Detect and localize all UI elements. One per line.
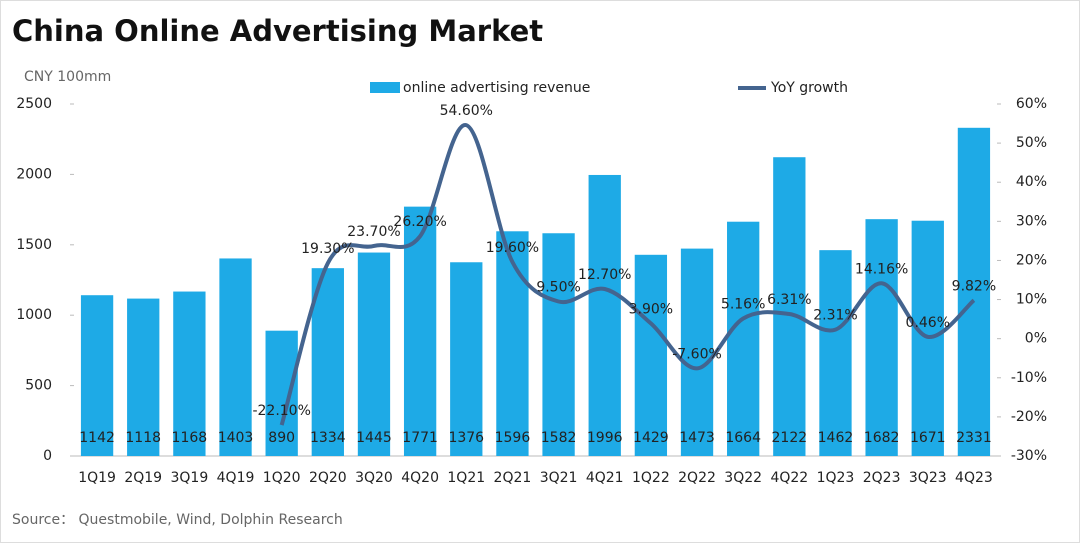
y-tick-label: 2000 xyxy=(16,166,52,182)
y2-tick-label: 50% xyxy=(1016,135,1047,151)
bar-value-label: 1771 xyxy=(402,430,438,446)
y2-tick-label: 60% xyxy=(1016,96,1047,112)
x-tick-label: 2Q21 xyxy=(494,470,532,486)
x-tick-label: 4Q19 xyxy=(217,470,255,486)
bar xyxy=(311,268,344,456)
bar-value-label: 1671 xyxy=(910,430,946,446)
x-tick-label: 4Q22 xyxy=(770,470,808,486)
line-value-label: 9.82% xyxy=(952,278,996,294)
y2-tick-label: -20% xyxy=(1011,409,1047,425)
bar-value-label: 1429 xyxy=(633,430,669,446)
line-value-label: 23.70% xyxy=(347,224,400,240)
bar xyxy=(127,298,160,456)
x-tick-label: 2Q20 xyxy=(309,470,347,486)
x-tick-label: 1Q23 xyxy=(817,470,855,486)
bar-value-label: 1596 xyxy=(495,430,531,446)
bar-value-label: 2331 xyxy=(956,430,992,446)
bar-value-label: 1334 xyxy=(310,430,346,446)
x-tick-label: 3Q22 xyxy=(724,470,762,486)
bar xyxy=(634,254,668,456)
y2-tick-label: 0% xyxy=(1025,331,1047,347)
y2-tick-label: 10% xyxy=(1016,292,1047,308)
y2-tick-label: -10% xyxy=(1011,370,1047,386)
bar xyxy=(957,127,991,456)
bar-value-label: 1682 xyxy=(864,430,900,446)
bar-value-label: 1996 xyxy=(587,430,623,446)
x-tick-label: 1Q21 xyxy=(447,470,485,486)
x-tick-label: 3Q20 xyxy=(355,470,393,486)
line-value-label: 14.16% xyxy=(855,261,908,277)
bar-value-label: 1582 xyxy=(541,430,577,446)
x-tick-label: 2Q22 xyxy=(678,470,716,486)
y-tick-label: 2500 xyxy=(16,96,52,112)
line-value-label: 12.70% xyxy=(578,267,631,283)
line-value-label: 2.31% xyxy=(813,308,857,324)
x-tick-label: 3Q19 xyxy=(171,470,209,486)
y2-tick-label: 40% xyxy=(1016,174,1047,190)
y-axis-label: CNY 100mm xyxy=(24,69,111,85)
y2-tick-label: 30% xyxy=(1016,213,1047,229)
line-value-label: 19.60% xyxy=(486,240,539,256)
line-value-label: 6.31% xyxy=(767,292,811,308)
bar-value-label: 1462 xyxy=(818,430,854,446)
line-value-label: 0.46% xyxy=(906,315,950,331)
source: Source： Questmobile, Wind, Dolphin Resea… xyxy=(12,512,343,528)
line-value-label: 54.60% xyxy=(440,103,493,119)
x-tick-label: 3Q21 xyxy=(540,470,578,486)
line-value-label: -22.10% xyxy=(252,403,310,419)
x-tick-label: 4Q23 xyxy=(955,470,993,486)
bar xyxy=(450,262,483,456)
line-value-label: 5.16% xyxy=(721,296,765,312)
bar-value-label: 1168 xyxy=(172,430,208,446)
bar xyxy=(496,231,529,456)
bar-value-label: 2122 xyxy=(772,430,808,446)
bar xyxy=(865,219,898,456)
legend-swatch xyxy=(370,82,400,93)
y-tick-label: 0 xyxy=(43,448,52,464)
bar-value-label: 1118 xyxy=(125,430,161,446)
x-tick-label: 2Q19 xyxy=(124,470,162,486)
y-tick-label: 1500 xyxy=(16,237,52,253)
bar xyxy=(80,295,114,456)
bar xyxy=(588,174,621,456)
bar-value-label: 1376 xyxy=(448,430,484,446)
line-value-label: 3.90% xyxy=(629,301,673,317)
bar-value-label: 890 xyxy=(268,430,295,446)
line-value-label: 26.20% xyxy=(393,214,446,230)
bar-value-label: 1473 xyxy=(679,430,715,446)
line-value-label: 9.50% xyxy=(536,280,580,296)
legend-label: online advertising revenue xyxy=(403,80,590,96)
bar-value-label: 1445 xyxy=(356,430,392,446)
y2-tick-label: -30% xyxy=(1011,448,1047,464)
line-value-label: -7.60% xyxy=(672,346,722,362)
chart-title: China Online Advertising Market xyxy=(12,14,543,48)
x-tick-label: 1Q22 xyxy=(632,470,670,486)
bar xyxy=(173,291,206,456)
bar xyxy=(819,250,852,456)
y-tick-label: 1000 xyxy=(16,307,52,323)
bar xyxy=(265,330,298,456)
y2-tick-label: 20% xyxy=(1016,252,1047,268)
bar xyxy=(773,157,806,456)
bar-value-label: 1664 xyxy=(725,430,761,446)
bar-value-label: 1142 xyxy=(79,430,115,446)
bar-value-label: 1403 xyxy=(218,430,254,446)
x-tick-label: 2Q23 xyxy=(863,470,901,486)
x-tick-label: 4Q20 xyxy=(401,470,439,486)
line-value-label: 19.30% xyxy=(301,241,354,257)
bar xyxy=(219,258,252,456)
bar xyxy=(542,233,575,456)
x-tick-label: 1Q20 xyxy=(263,470,301,486)
bar xyxy=(727,221,760,456)
bar xyxy=(403,206,437,456)
bar xyxy=(680,248,714,456)
legend-label: YoY growth xyxy=(770,80,848,96)
x-tick-label: 1Q19 xyxy=(78,470,116,486)
y-tick-label: 500 xyxy=(25,378,52,394)
x-tick-label: 4Q21 xyxy=(586,470,624,486)
line xyxy=(279,123,976,426)
x-tick-label: 3Q23 xyxy=(909,470,947,486)
bar xyxy=(357,252,391,456)
